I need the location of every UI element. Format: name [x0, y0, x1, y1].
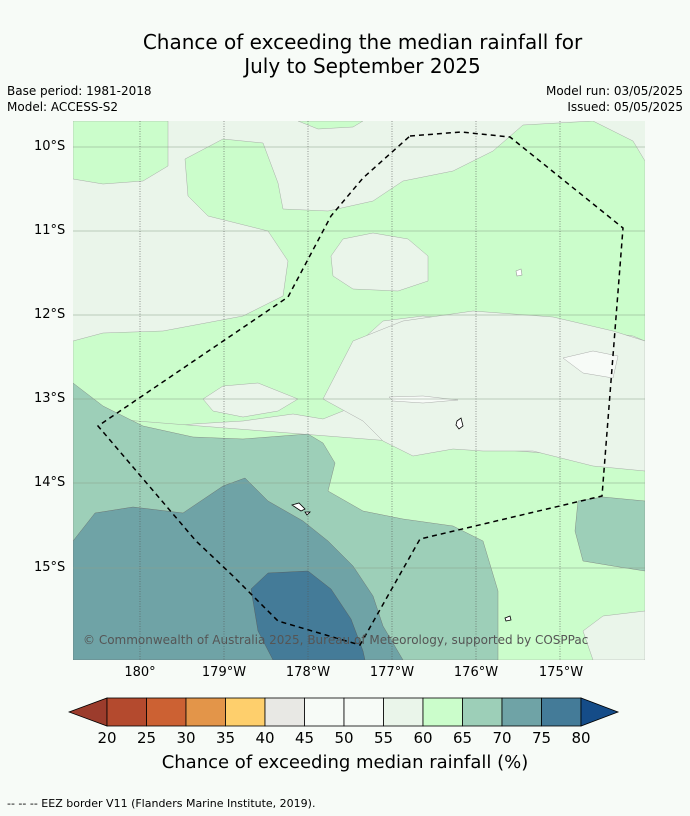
colorbar-under-arrow — [67, 697, 108, 727]
colorbar-swatch — [343, 697, 384, 727]
issued-date: Issued: 05/05/2025 — [567, 100, 683, 114]
colorbar-swatch — [422, 697, 463, 727]
island-outline — [504, 615, 512, 622]
lat-label: 14°S — [34, 475, 66, 490]
colorbar-swatch — [383, 697, 424, 727]
lon-label: 175°W — [538, 665, 584, 680]
colorbar-tick-label: 25 — [136, 729, 157, 747]
colorbar-tick-label: 45 — [294, 729, 315, 747]
colorbar-over-arrow — [580, 697, 620, 727]
region-55-60 — [330, 232, 429, 292]
region-60-65 — [73, 121, 169, 185]
map-area[interactable] — [73, 121, 645, 660]
colorbar-swatch — [106, 697, 147, 727]
colorbar-swatch — [541, 697, 582, 727]
title-line-1: Chance of exceeding the median rainfall … — [142, 30, 583, 54]
model-run: Model run: 03/05/2025 — [545, 84, 683, 98]
island-outline — [455, 417, 464, 430]
latitude-gridlines — [73, 146, 645, 569]
map-svg — [73, 121, 645, 660]
eez-border — [96, 131, 624, 646]
meta-right: Model run: 03/05/2025 Issued: 05/05/2025 — [546, 83, 683, 115]
colorbar-tick-label: 65 — [452, 729, 473, 747]
lon-label: 177°W — [369, 665, 415, 680]
colorbar-swatch — [146, 697, 187, 727]
colorbar-swatch — [264, 697, 305, 727]
colorbar-swatch — [185, 697, 226, 727]
island-outline — [515, 268, 523, 277]
colorbar-tick-label: 20 — [97, 729, 117, 747]
lat-label: 10°S — [34, 139, 66, 154]
colorbar-title: Chance of exceeding median rainfall (%) — [161, 752, 529, 773]
colorbar-tick-label: 55 — [373, 729, 394, 747]
colorbar-swatch — [462, 697, 503, 727]
lat-label: 12°S — [34, 307, 66, 322]
colorbar-tick-label: 60 — [413, 729, 433, 747]
colorbar-tick-label: 70 — [492, 729, 512, 747]
colorbar-swatch — [225, 697, 266, 727]
region-60-65 — [297, 121, 364, 130]
colorbar — [67, 697, 622, 727]
eez-footer-note: -- -- -- EEZ border V11 (Flanders Marine… — [7, 797, 316, 810]
lon-label: 179°W — [201, 665, 247, 680]
region-50-55 — [388, 395, 459, 404]
island-outline — [291, 502, 311, 516]
colorbar-tick-label: 80 — [571, 729, 591, 747]
colorbar-swatch — [304, 697, 345, 727]
colorbar-tick-label: 30 — [176, 729, 196, 747]
lon-label: 180° — [124, 665, 156, 680]
title-line-2: July to September 2025 — [244, 54, 481, 78]
region-55-60 — [322, 310, 645, 472]
lon-label: 176°W — [453, 665, 499, 680]
map-title: Chance of exceeding the median rainfall … — [0, 30, 690, 78]
colorbar-tick-label: 50 — [334, 729, 354, 747]
lat-label: 11°S — [34, 223, 66, 238]
lat-label: 15°S — [34, 560, 66, 575]
region-50-55 — [562, 350, 619, 379]
region-65-70 — [574, 496, 645, 572]
colorbar-tick-label: 75 — [531, 729, 552, 747]
model-name: Model: ACCESS-S2 — [7, 100, 119, 114]
colorbar-svg — [67, 697, 620, 727]
lon-label: 178°W — [285, 665, 331, 680]
base-period: Base period: 1981-2018 — [7, 84, 152, 98]
region-55-60 — [202, 382, 299, 418]
meta-left: Base period: 1981-2018 Model: ACCESS-S2 — [7, 83, 152, 115]
region-55-60 — [582, 610, 645, 660]
colorbar-swatch — [501, 697, 542, 727]
lat-label: 13°S — [34, 391, 66, 406]
colorbar-tick-label: 40 — [255, 729, 275, 747]
colorbar-tick-label: 35 — [215, 729, 236, 747]
copyright-notice: © Commonwealth of Australia 2025, Bureau… — [83, 633, 589, 647]
